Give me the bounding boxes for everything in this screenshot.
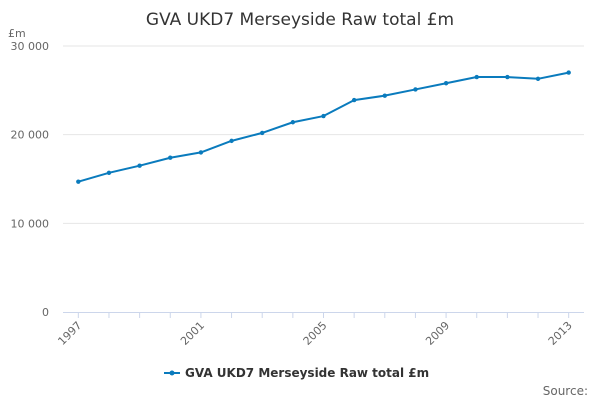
data-point[interactable] [76, 179, 81, 184]
y-tick-label: 0 [42, 306, 49, 319]
data-point[interactable] [198, 150, 204, 155]
data-point[interactable] [535, 76, 541, 82]
x-tick-label: 2001 [178, 319, 207, 348]
gridlines [63, 45, 584, 224]
legend-label: GVA UKD7 Merseyside Raw total £m [185, 366, 429, 380]
x-axis-ticks: 1997 2001 2005 2009 2013 [55, 312, 575, 348]
data-point[interactable] [382, 93, 387, 98]
data-point[interactable] [168, 155, 173, 160]
x-tick-label: 2009 [423, 319, 452, 348]
x-tick-label: 2013 [546, 319, 575, 348]
data-point[interactable] [505, 74, 510, 80]
data-point[interactable] [413, 87, 418, 92]
data-point[interactable] [290, 120, 296, 125]
data-point[interactable] [106, 170, 112, 175]
data-point[interactable] [229, 138, 234, 144]
legend[interactable]: GVA UKD7 Merseyside Raw total £m [164, 366, 429, 380]
series-line [77, 71, 570, 183]
y-axis-ticks: 0 10 000 20 000 30 000 [11, 40, 50, 319]
x-tick-label: 1997 [55, 319, 84, 348]
chart-title: GVA UKD7 Merseyside Raw total £m [146, 10, 454, 30]
data-point[interactable] [137, 163, 142, 168]
source-label: Source: [543, 384, 588, 398]
series-layer [76, 70, 571, 184]
y-tick-label: 10 000 [11, 217, 50, 230]
y-tick-label: 20 000 [11, 129, 50, 142]
x-tick-label: 2005 [301, 319, 330, 348]
data-point[interactable] [321, 113, 326, 119]
data-point[interactable] [443, 81, 449, 86]
data-point[interactable] [351, 97, 357, 103]
data-point[interactable] [566, 70, 571, 75]
data-point[interactable] [474, 74, 479, 80]
y-axis-unit: £m [8, 27, 26, 40]
data-point[interactable] [260, 130, 265, 136]
y-tick-label: 30 000 [11, 40, 50, 53]
legend-marker-swatch [169, 370, 175, 376]
